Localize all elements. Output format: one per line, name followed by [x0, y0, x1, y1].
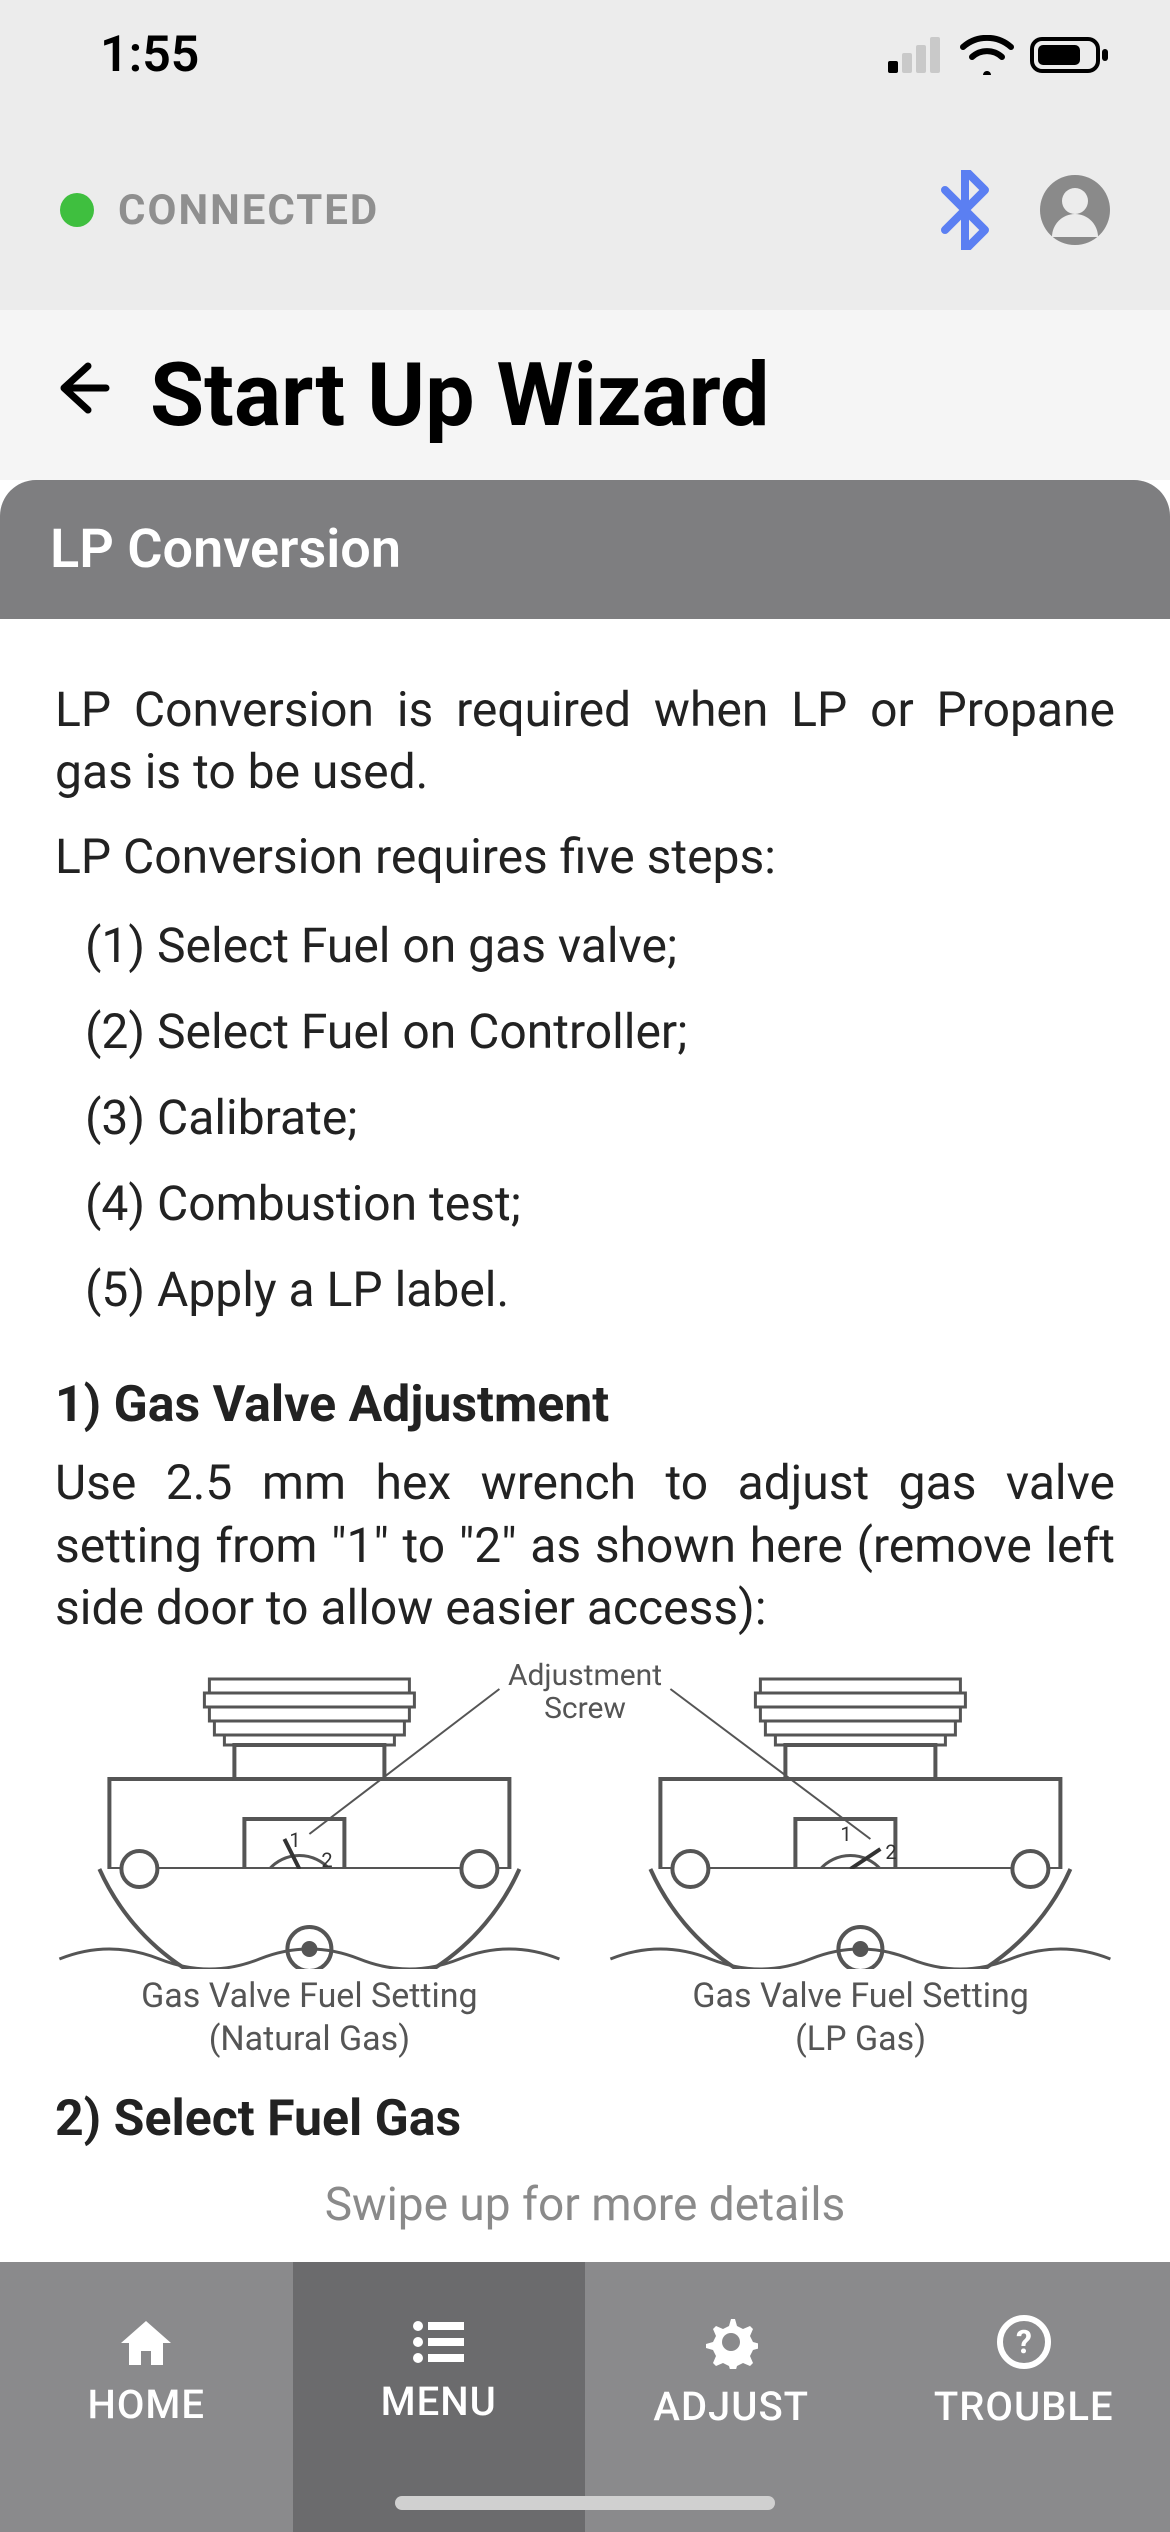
intro-paragraph-2: LP Conversion requires five steps:	[55, 826, 1115, 888]
connection-text: CONNECTED	[118, 186, 379, 235]
subsection-2-title: 2) Select Fuel Gas	[55, 2090, 1115, 2148]
home-indicator[interactable]	[395, 2496, 775, 2510]
adjustment-screw-label: Adjustment Screw	[508, 1659, 662, 1725]
nav-adjust[interactable]: ADJUST	[585, 2262, 878, 2532]
nav-home[interactable]: HOME	[0, 2262, 293, 2532]
steps-list: (1) Select Fuel on gas valve; (2) Select…	[85, 910, 1115, 1326]
status-icons	[888, 35, 1110, 75]
menu-icon	[412, 2320, 466, 2364]
cellular-icon	[888, 37, 944, 73]
home-icon	[119, 2317, 173, 2367]
nav-home-label: HOME	[87, 2381, 205, 2428]
battery-icon	[1030, 35, 1110, 75]
nav-menu-label: MENU	[381, 2378, 497, 2425]
nav-menu[interactable]: MENU	[293, 2262, 586, 2532]
nav-adjust-label: ADJUST	[653, 2383, 809, 2430]
gas-valve-diagram-lp: 1 2	[606, 1669, 1115, 1969]
gear-icon	[704, 2315, 758, 2369]
nav-trouble-label: TROUBLE	[934, 2383, 1114, 2430]
section-header: LP Conversion	[0, 480, 1170, 619]
step-item: (5) Apply a LP label.	[85, 1254, 1115, 1326]
connection-actions	[940, 170, 1110, 250]
subsection-1-body: Use 2.5 mm hex wrench to adjust gas valv…	[55, 1452, 1115, 1639]
connection-dot-icon	[60, 193, 94, 227]
bluetooth-icon[interactable]	[940, 170, 990, 250]
svg-text:2: 2	[321, 1848, 332, 1872]
gas-valve-diagram-natural: 1 2	[55, 1669, 564, 1969]
subsection-1-title: 1) Gas Valve Adjustment	[55, 1376, 1115, 1434]
wifi-icon	[960, 35, 1014, 75]
profile-icon[interactable]	[1040, 175, 1110, 245]
svg-text:2: 2	[886, 1840, 897, 1864]
status-time: 1:55	[100, 26, 199, 84]
step-item: (2) Select Fuel on Controller;	[85, 996, 1115, 1068]
diagram-right-caption: Gas Valve Fuel Setting (LP Gas)	[692, 1975, 1029, 2060]
help-icon: ?	[997, 2315, 1051, 2369]
nav-trouble[interactable]: ? TROUBLE	[878, 2262, 1170, 2532]
diagram-left-caption: Gas Valve Fuel Setting (Natural Gas)	[141, 1975, 478, 2060]
back-arrow-icon[interactable]	[50, 354, 110, 436]
diagram-right: 1 2 Gas Valve Fuel Setting (LP Gas)	[606, 1669, 1115, 2060]
step-item: (4) Combustion test;	[85, 1168, 1115, 1240]
status-bar: 1:55	[0, 0, 1170, 110]
connection-status: CONNECTED	[60, 186, 379, 235]
diagram-row: Adjustment Screw	[55, 1669, 1115, 2060]
diagram-left: 1 2 Gas Valve Fuel Setting	[55, 1669, 564, 2060]
intro-paragraph-1: LP Conversion is required when LP or Pro…	[55, 679, 1115, 804]
bottom-nav: HOME MENU ADJUST ? TROUBLE	[0, 2262, 1170, 2532]
connection-bar: CONNECTED	[0, 110, 1170, 310]
step-item: (1) Select Fuel on gas valve;	[85, 910, 1115, 982]
swipe-hint: Swipe up for more details	[55, 2178, 1115, 2232]
svg-text:1: 1	[841, 1822, 852, 1846]
page-title: Start Up Wizard	[150, 344, 770, 447]
step-item: (3) Calibrate;	[85, 1082, 1115, 1154]
content-body: LP Conversion is required when LP or Pro…	[0, 619, 1170, 2232]
title-bar: Start Up Wizard	[0, 310, 1170, 480]
svg-text:?: ?	[1016, 2323, 1032, 2361]
